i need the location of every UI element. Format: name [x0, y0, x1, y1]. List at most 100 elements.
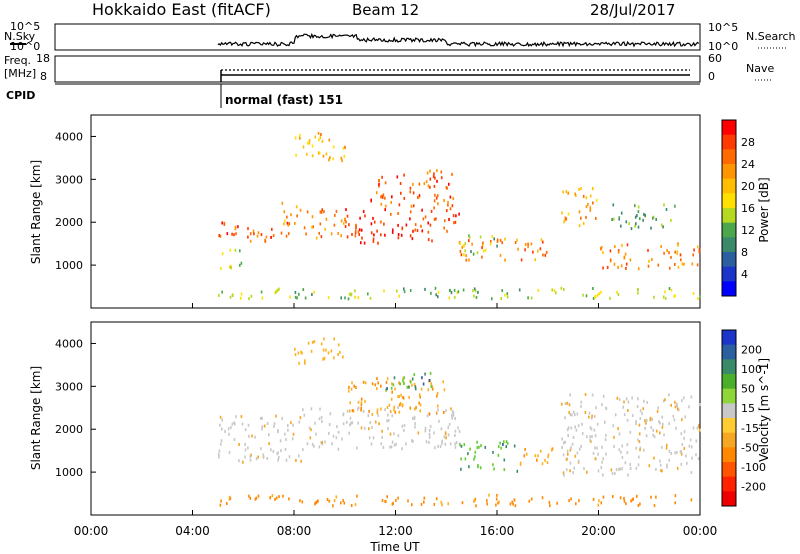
echo-cell: [441, 503, 443, 507]
echo-cell: [561, 211, 563, 215]
echo-cell: [317, 499, 319, 503]
echo-cell: [659, 431, 661, 435]
echo-cell: [240, 415, 243, 419]
echo-cell: [348, 292, 351, 296]
echo-cell: [364, 426, 366, 430]
echo-cell: [330, 232, 333, 236]
echo-cell: [433, 184, 436, 188]
echo-cell: [504, 258, 506, 262]
echo-cell: [652, 216, 654, 220]
echo-cell: [434, 446, 436, 450]
echo-cell: [482, 241, 484, 245]
echo-cell: [384, 208, 386, 212]
echo-cell: [454, 434, 456, 437]
echo-cell: [348, 385, 350, 389]
echo-cell: [271, 494, 274, 498]
echo-cell: [618, 216, 621, 220]
echo-cell: [436, 179, 438, 183]
echo-cell: [445, 186, 448, 189]
echo-cell: [565, 217, 568, 221]
echo-cell: [584, 393, 587, 396]
echo-cell: [693, 248, 695, 252]
echo-cell: [414, 223, 417, 227]
colorbar-tick-label: 50: [741, 383, 755, 396]
echo-cell: [503, 458, 506, 462]
echo-cell: [428, 412, 431, 416]
echo-cell: [516, 238, 518, 242]
echo-cell: [456, 291, 459, 295]
echo-cell: [392, 383, 395, 387]
echo-cell: [299, 136, 301, 140]
echo-cell: [570, 446, 572, 450]
echo-cell: [660, 223, 663, 227]
echo-cell: [402, 379, 404, 383]
echo-cell: [612, 495, 614, 498]
echo-cell: [302, 145, 305, 149]
echo-cell: [481, 255, 483, 259]
echo-cell: [660, 245, 662, 248]
echo-cell: [288, 455, 291, 459]
echo-cell: [322, 154, 325, 158]
echo-cell: [625, 220, 628, 224]
echo-cell: [561, 402, 563, 406]
echo-cell: [357, 406, 360, 410]
echo-cell: [450, 291, 453, 295]
echo-cell: [405, 442, 407, 446]
echo-cell: [322, 348, 325, 352]
echo-cell: [449, 207, 452, 211]
echo-cell: [565, 458, 568, 461]
echo-cell: [305, 232, 307, 236]
echo-cell: [502, 443, 504, 446]
echo-cell: [374, 383, 377, 387]
echo-cell: [262, 453, 265, 457]
echo-cell: [397, 236, 400, 240]
echo-cell: [391, 230, 394, 234]
echo-cell: [273, 422, 276, 426]
echo-cell: [261, 296, 264, 300]
echo-cell: [549, 504, 551, 508]
echo-cell: [419, 395, 421, 399]
echo-cell: [461, 245, 463, 249]
colorbar-tick-label: 16: [741, 202, 755, 215]
echo-cell: [440, 170, 443, 174]
echo-cell: [275, 290, 277, 294]
echo-cell: [443, 435, 446, 439]
echo-cell: [346, 235, 349, 239]
echo-cell: [643, 212, 645, 216]
echo-cell: [249, 455, 252, 459]
echo-cell: [396, 289, 398, 293]
echo-cell: [261, 427, 263, 431]
echo-cell: [601, 403, 603, 407]
colorbar-swatch: [722, 374, 736, 390]
echo-cell: [561, 437, 563, 441]
echo-cell: [468, 465, 470, 469]
echo-cell: [233, 233, 235, 237]
echo-cell: [423, 496, 426, 500]
echo-cell: [444, 219, 446, 223]
echo-cell: [257, 494, 260, 498]
echo-cell: [619, 496, 622, 500]
echo-cell: [307, 141, 309, 145]
echo-cell: [604, 420, 606, 424]
echo-cell: [434, 176, 436, 180]
echo-cell: [449, 442, 452, 446]
echo-cell: [318, 138, 320, 142]
echo-cell: [597, 503, 599, 507]
echo-cell: [299, 133, 301, 137]
echo-cell: [576, 412, 579, 416]
echo-cell: [610, 468, 613, 472]
echo-cell: [583, 467, 585, 471]
echo-cell: [275, 414, 277, 418]
echo-cell: [399, 182, 402, 185]
echo-cell: [597, 293, 599, 297]
echo-cell: [303, 226, 306, 230]
echo-cell: [311, 144, 314, 148]
echo-cell: [409, 234, 412, 238]
echo-cell: [409, 289, 412, 292]
echo-cell: [429, 424, 432, 428]
echo-cell: [218, 452, 220, 456]
echo-cell: [476, 440, 478, 444]
noise-right-label: N.Search: [746, 30, 796, 43]
echo-cell: [398, 395, 400, 398]
echo-cell: [658, 420, 660, 424]
